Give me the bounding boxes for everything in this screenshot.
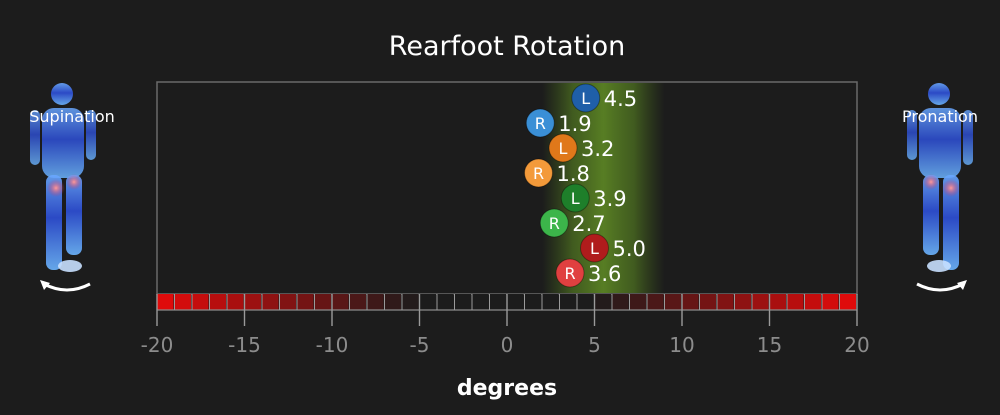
- point-marker: [571, 83, 601, 113]
- point-value-label: 3.2: [581, 137, 614, 161]
- severity-cell: [664, 294, 681, 310]
- supination-label: Supination: [29, 107, 115, 126]
- tick-labels: -20 -15 -10 -5 0 5 10 15 20: [141, 333, 870, 357]
- tick-label: -15: [228, 333, 261, 357]
- point-value-label: 3.6: [588, 262, 621, 286]
- point-side-label: L: [571, 189, 580, 208]
- severity-cell: [769, 294, 786, 310]
- severity-cell: [822, 294, 839, 310]
- severity-cell: [279, 294, 296, 310]
- severity-cell: [349, 294, 366, 310]
- point-side-label: R: [564, 264, 575, 283]
- point-marker: [524, 158, 553, 188]
- point-side-label: R: [533, 164, 544, 183]
- severity-cell: [472, 294, 489, 310]
- severity-cell: [594, 294, 611, 310]
- point-marker: [580, 233, 609, 263]
- severity-cell: [752, 294, 769, 310]
- severity-cell: [629, 294, 646, 310]
- severity-cell: [384, 294, 401, 310]
- severity-cell: [332, 294, 349, 310]
- point-value-label: 2.7: [572, 212, 605, 236]
- severity-cell: [524, 294, 541, 310]
- tick-label: 15: [757, 333, 782, 357]
- tick-label: 20: [844, 333, 869, 357]
- pronation-figure: [907, 83, 973, 292]
- plot-frame: [156, 81, 858, 295]
- supination-figure: [30, 83, 96, 292]
- severity-cell: [682, 294, 699, 310]
- severity-cell: [209, 294, 226, 310]
- point-value-label: 5.0: [613, 237, 646, 261]
- tick-label: 10: [669, 333, 694, 357]
- severity-cell: [717, 294, 734, 310]
- severity-cell: [402, 294, 419, 310]
- severity-cell: [507, 294, 524, 310]
- severity-cell: [734, 294, 751, 310]
- severity-cell: [192, 294, 209, 310]
- point-value-label: 3.9: [593, 187, 626, 211]
- point-value-label: 1.8: [557, 162, 590, 186]
- severity-cell: [804, 294, 821, 310]
- severity-cell: [489, 294, 506, 310]
- tick-label: 0: [501, 333, 514, 357]
- severity-strip: [157, 294, 856, 310]
- data-points: L 4.5 R 1.9 L 3.2 R 1.8 L 3.9 R 2.7 L 5.0 R 3.6: [524, 83, 646, 288]
- severity-cell: [174, 294, 191, 310]
- severity-cell: [542, 294, 559, 310]
- severity-cell: [699, 294, 716, 310]
- severity-cell: [437, 294, 454, 310]
- point-side-label: R: [535, 114, 546, 133]
- severity-cell: [454, 294, 471, 310]
- severity-cell: [244, 294, 261, 310]
- severity-cell: [367, 294, 384, 310]
- point-side-label: L: [559, 139, 568, 158]
- severity-cell: [612, 294, 629, 310]
- chart-title: Rearfoot Rotation: [389, 31, 625, 62]
- point-side-label: R: [549, 214, 560, 233]
- severity-cell: [419, 294, 436, 310]
- tick-label: -20: [141, 333, 174, 357]
- point-value-label: 4.5: [604, 87, 637, 111]
- tick-label: -5: [410, 333, 430, 357]
- point-side-label: L: [581, 89, 590, 108]
- pronation-label: Pronation: [902, 107, 978, 126]
- ruler-ticks: [156, 294, 858, 326]
- severity-cell: [839, 294, 856, 310]
- severity-cell: [314, 294, 331, 310]
- tick-label: 5: [588, 333, 601, 357]
- tick-label: -10: [316, 333, 349, 357]
- point-side-label: L: [590, 239, 599, 258]
- x-axis-label: degrees: [457, 376, 557, 401]
- severity-cell: [559, 294, 576, 310]
- severity-cell: [577, 294, 594, 310]
- point-marker: [555, 258, 585, 288]
- severity-cell: [647, 294, 664, 310]
- point-marker: [548, 133, 578, 163]
- point-marker: [560, 183, 590, 213]
- point-marker: [539, 208, 569, 238]
- severity-cell: [787, 294, 804, 310]
- point-marker: [525, 108, 555, 138]
- severity-cell: [227, 294, 244, 310]
- severity-cell: [262, 294, 279, 310]
- point-value-label: 1.9: [558, 112, 591, 136]
- severity-cell: [297, 294, 314, 310]
- severity-cell: [157, 294, 174, 310]
